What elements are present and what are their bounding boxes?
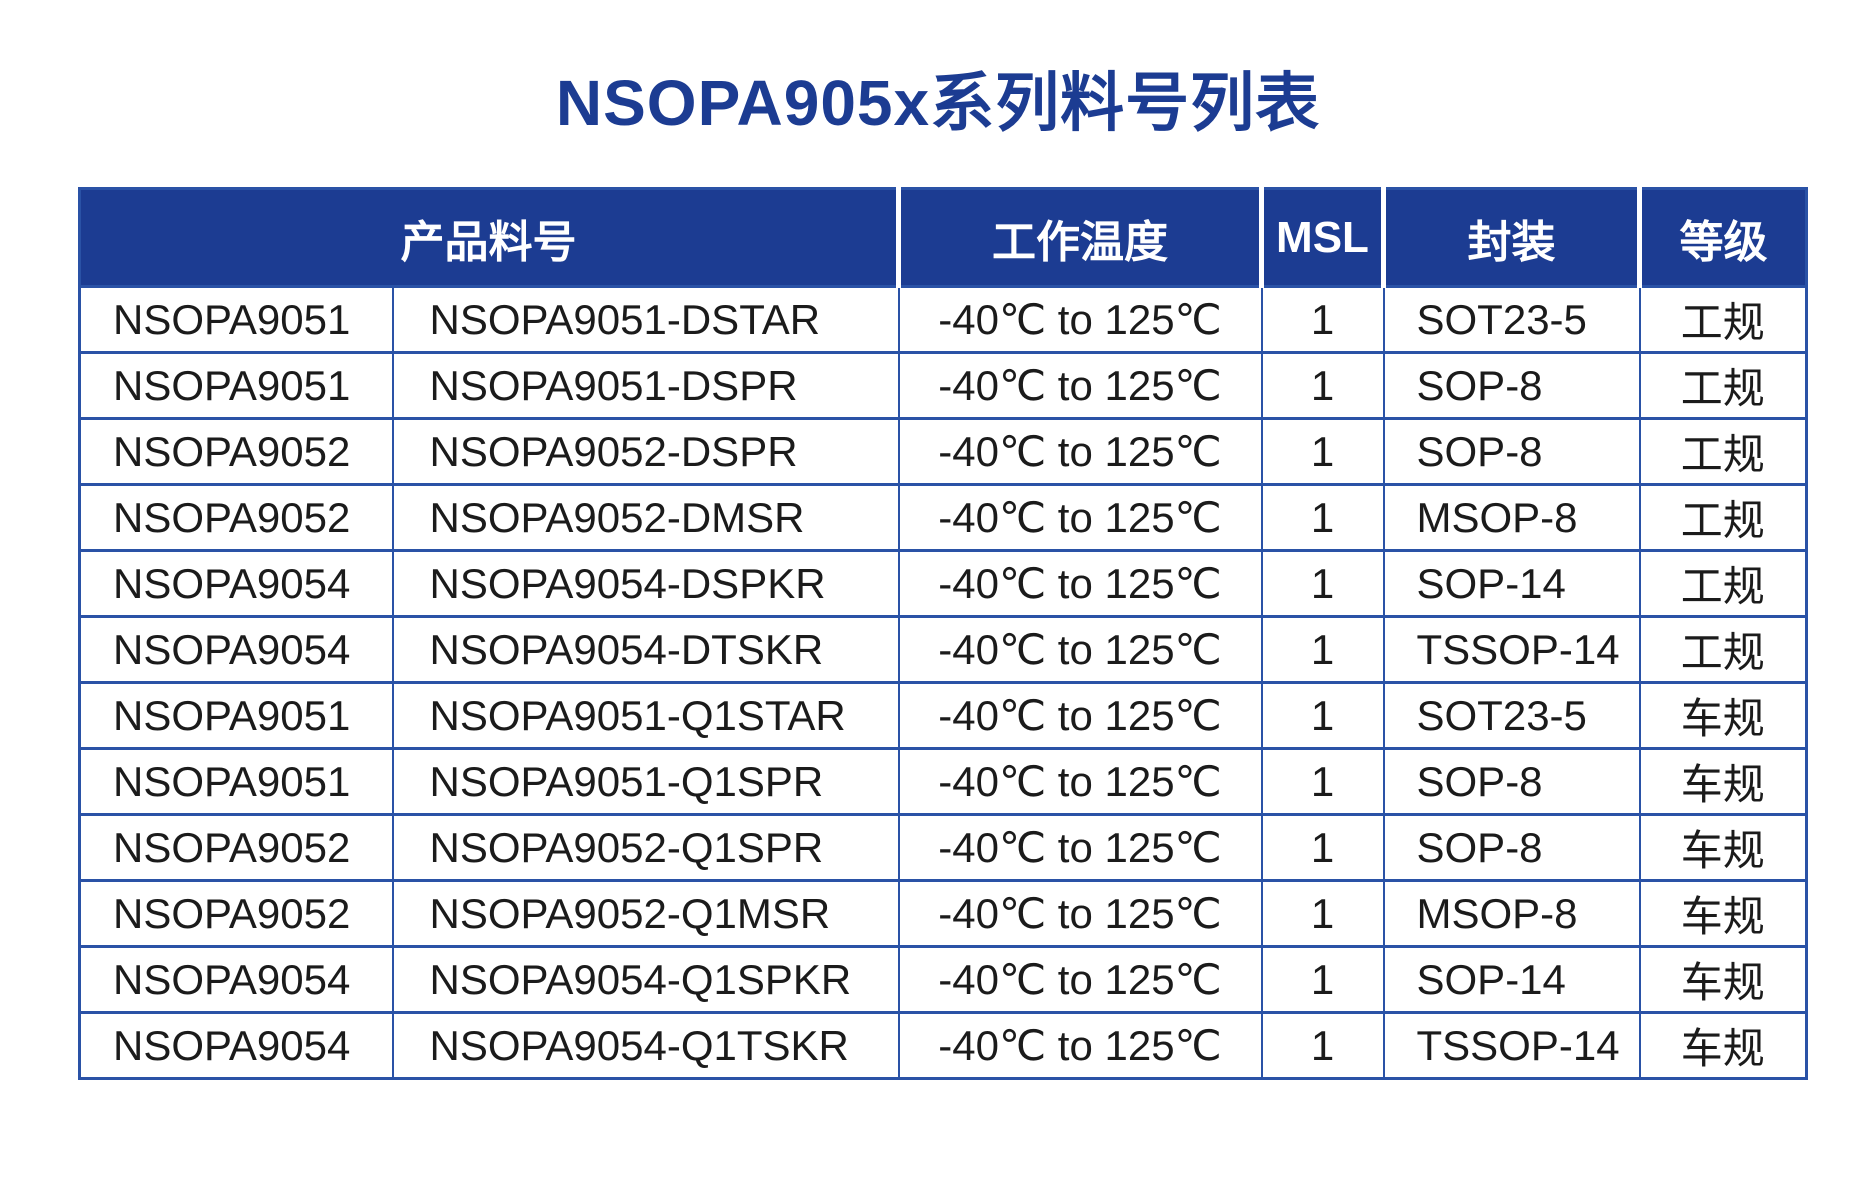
table-row: NSOPA9051 NSOPA9051-Q1STAR -40℃ to 125℃ 1 SO…	[78, 681, 1808, 750]
package-cell: SOP-14	[1382, 549, 1641, 618]
part-number-cell: NSOPA9054-DSPKR	[391, 549, 900, 618]
grade-cell: 工规	[1638, 285, 1808, 354]
product-family-cell: NSOPA9052	[78, 417, 394, 486]
grade-cell: 工规	[1638, 549, 1808, 618]
header-operating-temperature: 工作温度	[896, 188, 1262, 287]
temp-range-cell: -40℃ to 125℃	[897, 879, 1263, 948]
package-cell: MSOP-8	[1382, 483, 1641, 552]
temp-range-cell: -40℃ to 125℃	[897, 681, 1263, 750]
table-row: NSOPA9054 NSOPA9054-Q1SPKR -40℃ to 125℃ 1 SO…	[78, 945, 1808, 1014]
package-cell: MSOP-8	[1382, 879, 1641, 948]
grade-cell: 车规	[1638, 1011, 1808, 1080]
package-cell: SOP-8	[1382, 813, 1641, 882]
package-cell: SOP-8	[1382, 417, 1641, 486]
grade-cell: 工规	[1638, 351, 1808, 420]
package-cell: SOP-8	[1382, 351, 1641, 420]
table-row: NSOPA9051 NSOPA9051-Q1SPR -40℃ to 125℃ 1 SOP…	[78, 747, 1808, 816]
msl-cell: 1	[1260, 351, 1385, 420]
table-row: NSOPA9054 NSOPA9054-DSPKR -40℃ to 125℃ 1 SOP…	[78, 549, 1808, 618]
header-grade: 等级	[1637, 188, 1807, 287]
table-body: NSOPA9051 NSOPA9051-DSTAR -40℃ to 125℃ 1 SOT…	[78, 285, 1808, 1080]
package-cell: SOT23-5	[1382, 681, 1641, 750]
product-family-cell: NSOPA9052	[78, 879, 394, 948]
table-row: NSOPA9052 NSOPA9052-DMSR -40℃ to 125℃ 1 MSOP…	[78, 483, 1808, 552]
package-cell: SOP-8	[1382, 747, 1641, 816]
grade-cell: 车规	[1638, 681, 1808, 750]
package-cell: SOP-14	[1382, 945, 1641, 1014]
product-family-cell: NSOPA9052	[78, 483, 394, 552]
header-row: 产品料号 工作温度 MSL 封装 等级	[79, 188, 1807, 287]
part-number-cell: NSOPA9054-DTSKR	[391, 615, 900, 684]
msl-cell: 1	[1260, 813, 1385, 882]
temp-range-cell: -40℃ to 125℃	[897, 1011, 1263, 1080]
msl-cell: 1	[1260, 681, 1385, 750]
header-product-part-number: 产品料号	[79, 188, 899, 287]
msl-cell: 1	[1260, 549, 1385, 618]
msl-cell: 1	[1260, 615, 1385, 684]
package-cell: TSSOP-14	[1382, 1011, 1641, 1080]
product-family-cell: NSOPA9054	[78, 615, 394, 684]
msl-cell: 1	[1260, 945, 1385, 1014]
part-number-cell: NSOPA9051-DSTAR	[391, 285, 900, 354]
part-number-cell: NSOPA9054-Q1SPKR	[391, 945, 900, 1014]
table-row: NSOPA9054 NSOPA9054-DTSKR -40℃ to 125℃ 1 TSS…	[78, 615, 1808, 684]
product-family-cell: NSOPA9051	[78, 351, 394, 420]
package-cell: SOT23-5	[1382, 285, 1641, 354]
grade-cell: 车规	[1638, 945, 1808, 1014]
temp-range-cell: -40℃ to 125℃	[897, 351, 1263, 420]
msl-cell: 1	[1260, 747, 1385, 816]
part-number-cell: NSOPA9054-Q1TSKR	[391, 1011, 900, 1080]
grade-cell: 工规	[1638, 417, 1808, 486]
part-number-table: 产品料号 工作温度 MSL 封装 等级 NSOPA9051 NSOPA9051-D…	[78, 187, 1808, 1080]
msl-cell: 1	[1260, 417, 1385, 486]
header-package: 封装	[1381, 188, 1640, 287]
page-title: NSOPA905x系列料号列表	[555, 67, 1321, 139]
grade-cell: 车规	[1638, 747, 1808, 816]
part-number-cell: NSOPA9051-Q1STAR	[391, 681, 900, 750]
temp-range-cell: -40℃ to 125℃	[897, 615, 1263, 684]
grade-cell: 工规	[1638, 483, 1808, 552]
product-family-cell: NSOPA9054	[78, 945, 394, 1014]
part-number-cell: NSOPA9051-DSPR	[391, 351, 900, 420]
product-family-cell: NSOPA9051	[78, 285, 394, 354]
table-header: 产品料号 工作温度 MSL 封装 等级	[79, 188, 1807, 287]
temp-range-cell: -40℃ to 125℃	[897, 813, 1263, 882]
msl-cell: 1	[1260, 1011, 1385, 1080]
table-row: NSOPA9051 NSOPA9051-DSPR -40℃ to 125℃ 1 SOP-…	[78, 351, 1808, 420]
temp-range-cell: -40℃ to 125℃	[897, 549, 1263, 618]
product-family-cell: NSOPA9052	[78, 813, 394, 882]
table-row: NSOPA9052 NSOPA9052-Q1MSR -40℃ to 125℃ 1 MSO…	[78, 879, 1808, 948]
header-msl: MSL	[1259, 188, 1384, 287]
product-family-cell: NSOPA9051	[78, 747, 394, 816]
msl-cell: 1	[1260, 879, 1385, 948]
grade-cell: 车规	[1638, 813, 1808, 882]
temp-range-cell: -40℃ to 125℃	[897, 747, 1263, 816]
grade-cell: 车规	[1638, 879, 1808, 948]
package-cell: TSSOP-14	[1382, 615, 1641, 684]
temp-range-cell: -40℃ to 125℃	[897, 483, 1263, 552]
temp-range-cell: -40℃ to 125℃	[897, 417, 1263, 486]
table-row: NSOPA9051 NSOPA9051-DSTAR -40℃ to 125℃ 1 SOT…	[78, 285, 1808, 354]
part-number-cell: NSOPA9051-Q1SPR	[391, 747, 900, 816]
table-row: NSOPA9052 NSOPA9052-Q1SPR -40℃ to 125℃ 1 SOP…	[78, 813, 1808, 882]
table-row: NSOPA9054 NSOPA9054-Q1TSKR -40℃ to 125℃ 1 TS…	[78, 1011, 1808, 1080]
product-family-cell: NSOPA9051	[78, 681, 394, 750]
part-number-cell: NSOPA9052-DSPR	[391, 417, 900, 486]
temp-range-cell: -40℃ to 125℃	[897, 285, 1263, 354]
product-family-cell: NSOPA9054	[78, 1011, 394, 1080]
part-number-cell: NSOPA9052-Q1MSR	[391, 879, 900, 948]
part-number-cell: NSOPA9052-Q1SPR	[391, 813, 900, 882]
msl-cell: 1	[1260, 483, 1385, 552]
product-family-cell: NSOPA9054	[78, 549, 394, 618]
part-number-cell: NSOPA9052-DMSR	[391, 483, 900, 552]
grade-cell: 工规	[1638, 615, 1808, 684]
table-row: NSOPA9052 NSOPA9052-DSPR -40℃ to 125℃ 1 SOP-…	[78, 417, 1808, 486]
msl-cell: 1	[1260, 285, 1385, 354]
temp-range-cell: -40℃ to 125℃	[897, 945, 1263, 1014]
